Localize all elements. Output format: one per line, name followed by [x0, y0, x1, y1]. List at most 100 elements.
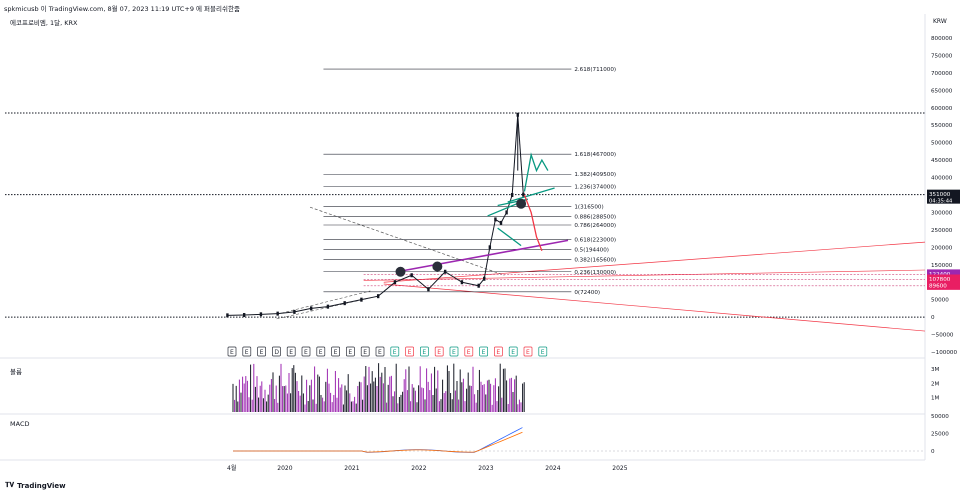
- price-tag-label: 107800: [929, 277, 951, 283]
- price-line-segment: [489, 219, 496, 248]
- event-marker: [464, 346, 474, 357]
- event-marker-label: D: [274, 349, 279, 356]
- candle: [226, 313, 229, 318]
- event-marker: [242, 346, 252, 357]
- fib-level-label: 0.236(130000): [574, 270, 616, 276]
- dashed-trend-line: [309, 206, 505, 276]
- event-marker: [346, 346, 355, 357]
- price-tick-label: 750000: [931, 53, 953, 59]
- candle: [522, 192, 525, 197]
- event-marker-label: E: [437, 349, 441, 356]
- event-marker: [508, 346, 518, 357]
- event-marker: [538, 346, 548, 357]
- event-marker-label: E: [260, 349, 264, 356]
- signal-line: [233, 431, 523, 453]
- fib-level-label: 1(316500): [574, 205, 603, 211]
- event-marker: [434, 346, 444, 357]
- candle: [242, 313, 246, 318]
- event-marker: [494, 346, 503, 357]
- time-tick-label: 2025: [612, 465, 627, 472]
- event-marker: [449, 346, 459, 357]
- teal-wedge: [487, 198, 529, 217]
- price-line-segment: [294, 307, 312, 313]
- fib-level-label: 0.618(223000): [574, 237, 616, 243]
- event-marker: [227, 346, 237, 357]
- event-marker: [272, 346, 281, 357]
- fib-level-label: 0.886(288500): [574, 214, 616, 220]
- price-tag: [927, 189, 960, 204]
- symbol-title[interactable]: 에코프로비엠, 1달, KRX: [10, 19, 78, 27]
- brand-label: TradingView: [17, 481, 66, 490]
- price-line-segment: [361, 295, 379, 301]
- price-line-segment: [394, 274, 412, 283]
- price-line-segment: [511, 114, 519, 196]
- event-marker-label: E: [334, 349, 338, 356]
- price-line-segment: [428, 271, 446, 290]
- event-marker: [479, 346, 488, 357]
- candle: [488, 245, 492, 250]
- price-tick-label: 300000: [931, 210, 953, 216]
- red-projection: [523, 194, 543, 252]
- price-tick-label: 600000: [931, 106, 953, 112]
- event-marker-label: E: [289, 349, 293, 356]
- pivot-marker: [395, 266, 406, 277]
- tradingview-icon: 𝐓𝐕: [5, 481, 15, 489]
- currency-label: KRW: [933, 18, 947, 25]
- macd-tick-label: 25000: [931, 432, 949, 438]
- price-line-segment: [411, 274, 429, 290]
- price-line-segment: [327, 302, 345, 308]
- volume-tick-label: 1M: [931, 396, 940, 402]
- teal-line: [507, 187, 555, 203]
- event-marker-label: E: [363, 349, 367, 356]
- macd-line: [233, 427, 523, 453]
- price-tick-label: −50000: [931, 333, 954, 339]
- event-marker-label: E: [230, 349, 234, 356]
- event-marker-label: E: [496, 349, 500, 356]
- fib-level-label: 2.618(711000): [574, 67, 616, 73]
- price-line-segment: [311, 306, 328, 309]
- volume-pane-label: 볼륨: [10, 368, 22, 376]
- event-marker-label: E: [408, 349, 412, 356]
- fib-level-label: 1.618(467000): [574, 152, 616, 158]
- event-marker: [405, 346, 414, 357]
- time-tick-label: 2022: [411, 465, 426, 472]
- dashed-channel-line: [276, 290, 371, 315]
- price-line-segment: [517, 114, 524, 195]
- fib-level-label: 1.236(374000): [574, 185, 616, 191]
- price-line-segment: [377, 281, 396, 297]
- event-marker-label: E: [245, 349, 249, 356]
- event-marker: [331, 346, 340, 357]
- macd-tick-label: 0: [931, 449, 935, 455]
- price-tick-label: 700000: [931, 71, 953, 77]
- price-line-segment: [461, 281, 479, 287]
- fib-level-label: 0.786(264000): [574, 223, 616, 229]
- fib-level-label: 0.5(194400): [574, 247, 609, 253]
- fib-level-label: 1.382(409500): [574, 172, 616, 178]
- price-tick-label: 500000: [931, 141, 953, 147]
- price-tick-label: 0: [931, 315, 935, 321]
- event-marker: [257, 346, 266, 357]
- event-marker-label: E: [482, 349, 486, 356]
- red-trend-line: [383, 241, 926, 283]
- event-marker-label: E: [467, 349, 471, 356]
- price-tick-label: 450000: [931, 158, 953, 164]
- event-marker-label: E: [422, 349, 426, 356]
- fib-level-label: 0(72400): [574, 290, 600, 296]
- time-tick-label: 2020: [277, 465, 292, 472]
- event-marker: [286, 346, 296, 357]
- event-marker-label: E: [541, 349, 545, 356]
- macd-tick-label: 50000: [931, 414, 949, 420]
- price-line-segment: [506, 194, 513, 213]
- volume-tick-label: 3M: [931, 367, 940, 373]
- price-tick-label: 800000: [931, 36, 953, 42]
- macd-pane-label: MACD: [10, 420, 30, 428]
- event-marker-label: E: [511, 349, 515, 356]
- event-marker: [375, 346, 385, 357]
- purple-trend-line: [397, 239, 569, 273]
- event-marker: [360, 346, 370, 357]
- price-tick-label: 400000: [931, 176, 953, 182]
- price-tag: [927, 269, 960, 279]
- price-tag-label: 351000: [929, 192, 951, 198]
- publisher-line: spkmicusb 이 TradingView.com, 8월 07, 2023…: [4, 5, 240, 13]
